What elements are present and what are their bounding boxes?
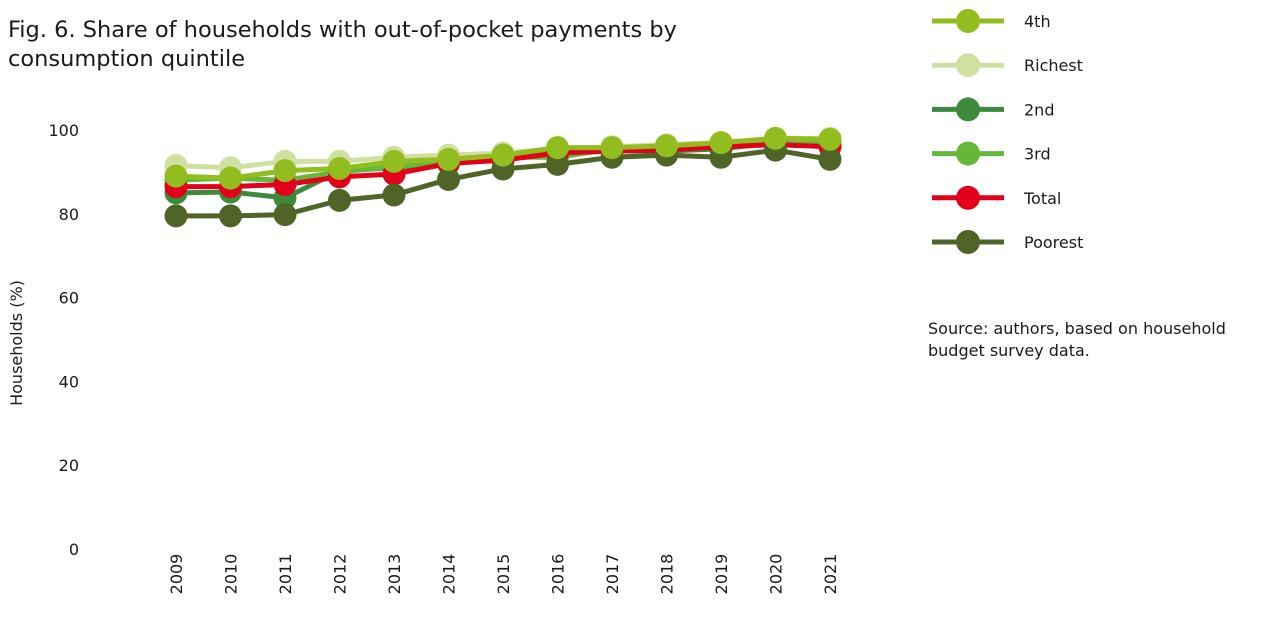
data-point-poorest [437,167,460,191]
data-point-4th [546,136,569,160]
data-point-4th [709,131,733,155]
data-point-4th [655,134,678,158]
series-points [164,126,842,228]
legend-item-2nd: 2nd [932,97,1054,122]
legend-marker [956,185,980,210]
x-ticks: 2009 2010 2011 2012 2013 2014 2015 2016 2017 2018… [167,554,840,595]
x-tick-label: 2020 [767,554,786,595]
legend-item-4th: 4th [932,9,1051,33]
data-point-4th [818,127,842,151]
legend-marker [956,53,980,78]
legend-item-total: Total [932,185,1061,210]
data-point-4th [491,143,515,167]
y-ticks: 0 20 40 60 80 100 [48,121,79,559]
data-point-4th [437,147,460,171]
x-tick-label: 2018 [658,554,677,595]
y-axis-label-group: Households (%) [7,280,26,406]
data-point-poorest [818,147,842,171]
legend-marker [956,97,980,122]
legend-label: 4th [1024,12,1051,31]
data-point-poorest [546,152,569,176]
data-point-poorest [328,188,351,212]
y-tick-label: 60 [59,289,79,308]
x-tick-label: 2012 [331,554,350,595]
legend-marker [956,230,980,254]
data-point-poorest [382,183,406,207]
data-point-poorest [219,204,242,228]
data-point-poorest [164,204,188,228]
x-tick-label: 2016 [549,554,568,595]
source-note: Source: authors, based on household budg… [928,319,1226,360]
legend-label: Poorest [1024,233,1083,252]
data-point-poorest [273,203,297,227]
legend-label: 2nd [1024,100,1054,119]
data-point-4th [764,126,787,150]
chart-title: Fig. 6. Share of households with out-of-… [8,17,677,72]
legend: 4th Richest 2nd 3rd Total Poorest [932,9,1083,254]
legend-label: Total [1023,189,1061,208]
y-tick-label: 20 [59,456,79,475]
data-point-4th [600,136,624,160]
legend-item-richest: Richest [932,53,1083,78]
data-point-4th [328,157,351,181]
x-tick-label: 2010 [222,554,241,595]
legend-label: Richest [1024,56,1083,75]
data-point-4th [164,164,188,188]
y-tick-label: 100 [48,121,79,140]
x-tick-label: 2013 [385,554,404,595]
x-tick-label: 2021 [821,554,840,595]
y-axis-label: Households (%) [7,280,26,406]
data-point-4th [382,149,406,173]
legend-marker [956,141,980,166]
x-tick-label: 2017 [603,554,622,595]
legend-label: 3rd [1024,145,1051,164]
x-tick-label: 2011 [276,554,295,595]
data-point-4th [219,166,242,190]
legend-item-3rd: 3rd [932,141,1051,166]
y-tick-label: 0 [69,540,79,559]
y-tick-label: 80 [59,205,79,224]
y-tick-label: 40 [59,372,79,391]
x-tick-label: 2009 [167,554,186,595]
data-point-4th [273,159,297,183]
x-tick-label: 2015 [494,554,513,595]
legend-item-poorest: Poorest [932,230,1083,254]
x-tick-label: 2014 [440,554,459,595]
x-tick-label: 2019 [712,554,731,595]
legend-marker [956,9,980,33]
